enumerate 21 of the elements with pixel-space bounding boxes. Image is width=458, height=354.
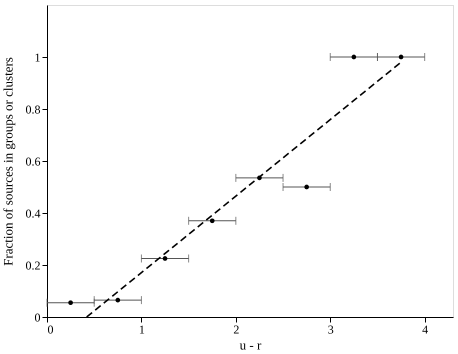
y-tick-label: 0 <box>34 310 40 324</box>
point <box>162 256 168 261</box>
point <box>352 54 356 60</box>
y-tick-label: 0.2 <box>26 258 40 272</box>
point <box>115 298 120 302</box>
y-tick-label: 0.6 <box>26 154 40 168</box>
point <box>257 176 262 180</box>
x-axis-title: u - r <box>240 338 262 352</box>
y-tick-label: 1 <box>34 50 40 64</box>
y-tick-label: 0.4 <box>26 206 40 220</box>
x-tick-label: 2 <box>233 322 240 336</box>
point <box>398 54 404 60</box>
y-tick-label: 0.8 <box>26 102 40 116</box>
point <box>210 218 215 224</box>
y-axis-title: Fraction of sources in groups or clusters <box>0 57 16 266</box>
x-tick-label: 3 <box>328 322 334 336</box>
x-tick-label: 1 <box>138 322 145 336</box>
point <box>304 184 309 190</box>
x-tick-label: 0 <box>48 322 54 336</box>
x-tick-label: 4 <box>422 322 428 336</box>
point <box>68 300 73 306</box>
